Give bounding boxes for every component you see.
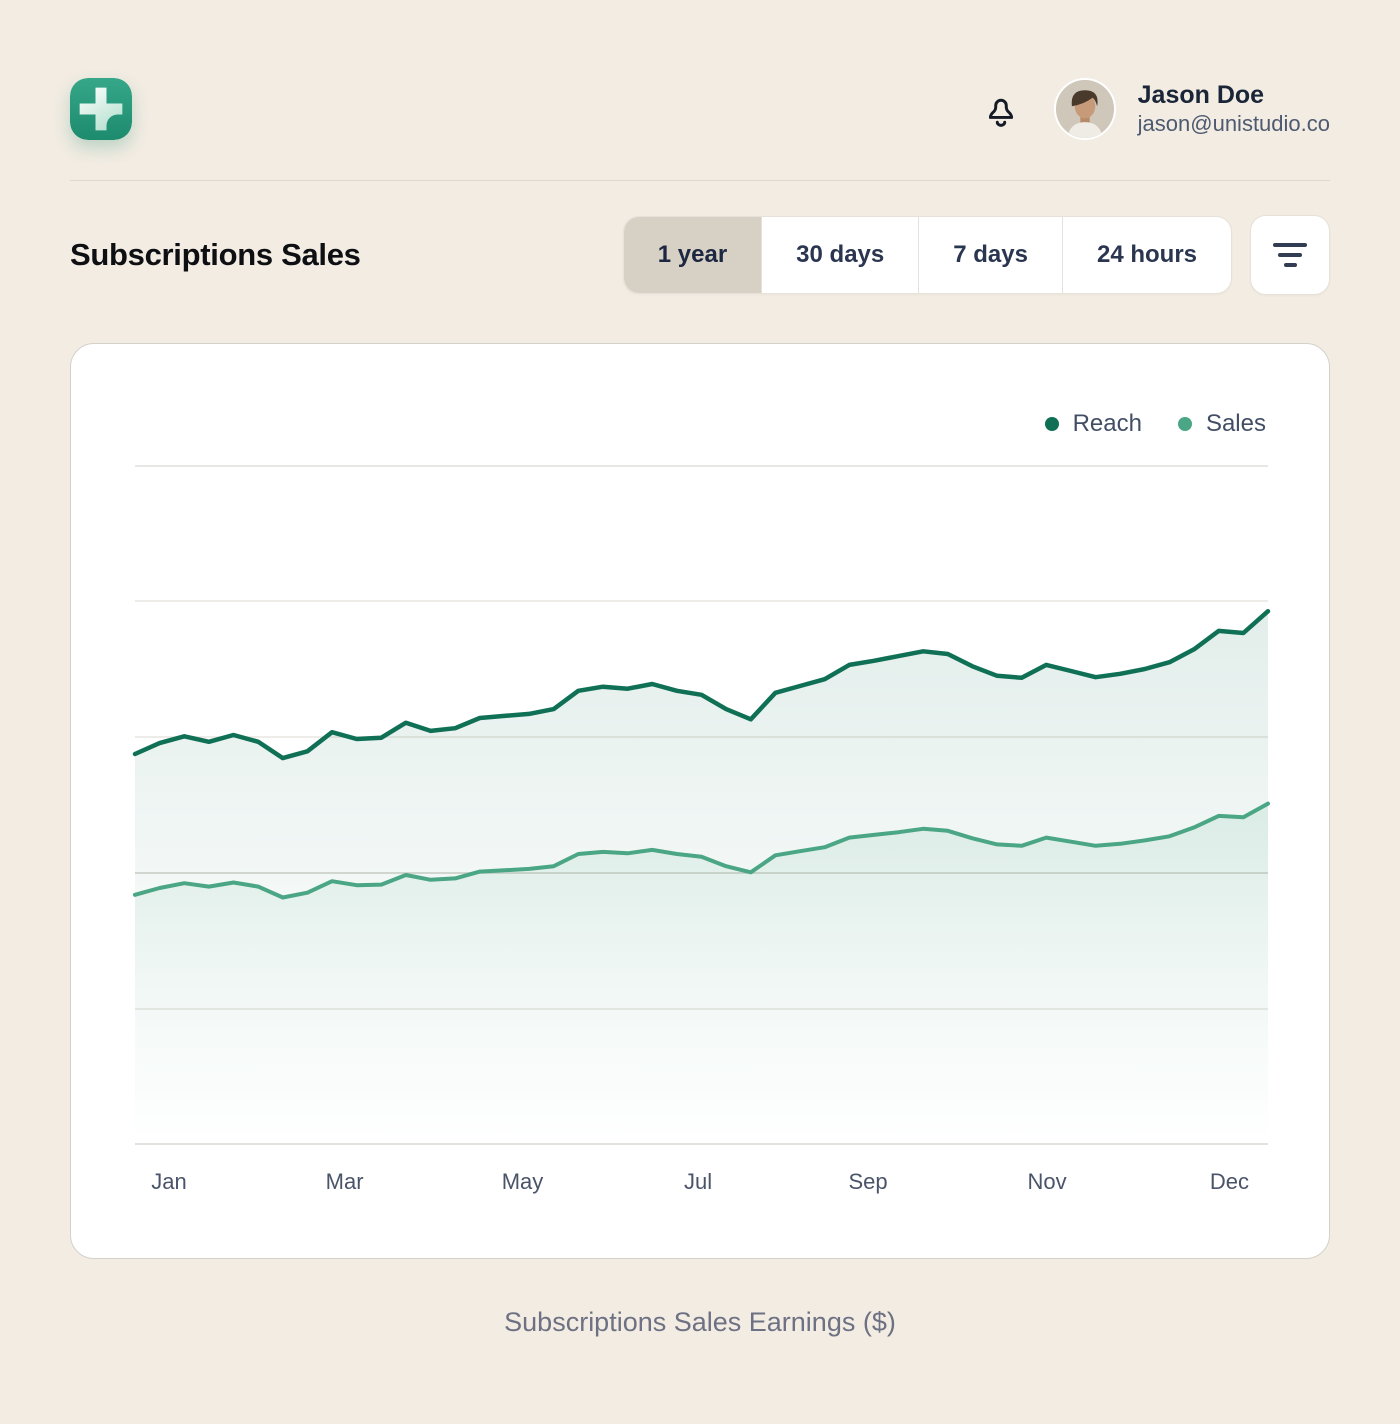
area-fill-sales: [135, 803, 1268, 1145]
user-name: Jason Doe: [1137, 81, 1265, 109]
x-tick-jan: Jan: [151, 1169, 187, 1194]
tab-1-year[interactable]: 1 year: [623, 217, 762, 293]
chart-caption: Subscriptions Sales Earnings ($): [504, 1307, 896, 1337]
top-bar: Jason Doe jason@unistudio.co: [70, 0, 1330, 140]
x-tick-sep: Sep: [848, 1169, 888, 1194]
x-tick-jul: Jul: [684, 1169, 713, 1194]
tab-30-days[interactable]: 30 days: [761, 217, 918, 293]
app-logo[interactable]: [70, 78, 132, 140]
x-tick-nov: Nov: [1027, 1169, 1067, 1194]
avatar[interactable]: [1053, 78, 1116, 140]
x-tick-dec: Dec: [1209, 1169, 1250, 1194]
legend-dot-icon: [1044, 417, 1059, 431]
user-meta: Jason Doe jason@unistudio.co: [1138, 80, 1330, 138]
legend-dot-icon: [1177, 417, 1192, 431]
chart-card: Reach Sales Jan Mar May Jul Sep Nov Dec: [70, 343, 1330, 1259]
line-chart: [132, 465, 1271, 1145]
legend-label: Sales: [1205, 410, 1266, 437]
tab-7-days[interactable]: 7 days: [918, 217, 1062, 293]
bell-icon: [988, 98, 1013, 127]
chart-legend: Reach Sales: [135, 410, 1266, 438]
header-divider: [70, 180, 1330, 181]
legend-label: Reach: [1072, 410, 1142, 437]
x-axis-labels: Jan Mar May Jul Sep Nov Dec: [135, 1167, 1268, 1197]
filter-lines-icon: [1273, 240, 1307, 270]
chart-canvas: [132, 465, 1271, 1145]
plus-app-logo-icon: [70, 78, 132, 140]
controls-right: 1 year 30 days 7 days 24 hours: [622, 215, 1330, 295]
x-tick-mar: Mar: [325, 1169, 364, 1194]
line-series-sales: [133, 801, 1270, 900]
line-series-reach: [132, 608, 1271, 761]
user-portrait: [1055, 80, 1114, 138]
header-actions: Jason Doe jason@unistudio.co: [978, 78, 1330, 140]
controls-row: Subscriptions Sales 1 year 30 days 7 days 2…: [70, 215, 1330, 295]
legend-item-sales: Sales: [1177, 410, 1266, 438]
page-title: Subscriptions Sales: [70, 237, 361, 272]
user-email: jason@unistudio.co: [1137, 111, 1330, 136]
filter-button[interactable]: [1250, 215, 1330, 295]
range-tab-group: 1 year 30 days 7 days 24 hours: [622, 216, 1232, 294]
notifications-button[interactable]: [978, 86, 1024, 132]
legend-item-reach: Reach: [1044, 410, 1142, 438]
x-tick-may: May: [501, 1169, 544, 1194]
tab-24-hours[interactable]: 24 hours: [1061, 217, 1231, 293]
